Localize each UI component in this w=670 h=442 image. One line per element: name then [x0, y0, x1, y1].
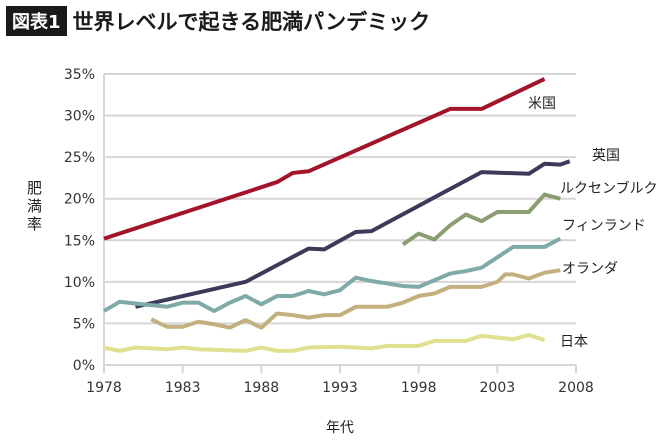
x-tick-label: 2003 — [480, 380, 516, 396]
x-tick-label: 1998 — [401, 380, 437, 396]
y-axis-label: 肥満率 — [25, 180, 43, 234]
series-line-フィンランド — [102, 236, 562, 313]
x-tick-label: 1983 — [165, 380, 201, 396]
y-tick-label: 15% — [64, 233, 95, 249]
y-tick-label: 20% — [64, 192, 95, 208]
x-tick-label: 1988 — [244, 380, 280, 396]
y-tick-label: 0% — [73, 358, 95, 374]
chart-title: 世界レベルで起きる肥満パンデミック — [72, 10, 431, 34]
title-row: 図表1 世界レベルで起きる肥満パンデミック — [6, 6, 430, 36]
y-tick-label: 10% — [64, 275, 95, 291]
y-tick-label: 25% — [64, 150, 95, 166]
y-tick-label: 30% — [64, 109, 95, 125]
figure-badge: 図表1 — [6, 6, 67, 36]
x-axis-label: 年代 — [326, 420, 354, 436]
y-tick-label: 5% — [73, 316, 95, 332]
series-line-ルクセンブルク — [401, 192, 561, 247]
series-label: 米国 — [528, 96, 556, 112]
series-label: 英国 — [592, 147, 620, 164]
series-label: フィンランド — [562, 218, 646, 234]
x-tick-label: 2008 — [558, 380, 594, 396]
series-line-英国 — [135, 159, 571, 309]
series-label: ルクセンブルク — [560, 180, 658, 197]
y-tick-label: 35% — [64, 67, 95, 83]
series-label: オランダ — [562, 261, 618, 277]
series-line-オランダ — [150, 268, 561, 330]
series-line-米国 — [103, 77, 546, 241]
x-tick-label: 1978 — [86, 380, 122, 396]
series-label: 日本 — [560, 334, 588, 350]
series-line-日本 — [103, 333, 546, 353]
x-tick-label: 1993 — [322, 380, 358, 396]
